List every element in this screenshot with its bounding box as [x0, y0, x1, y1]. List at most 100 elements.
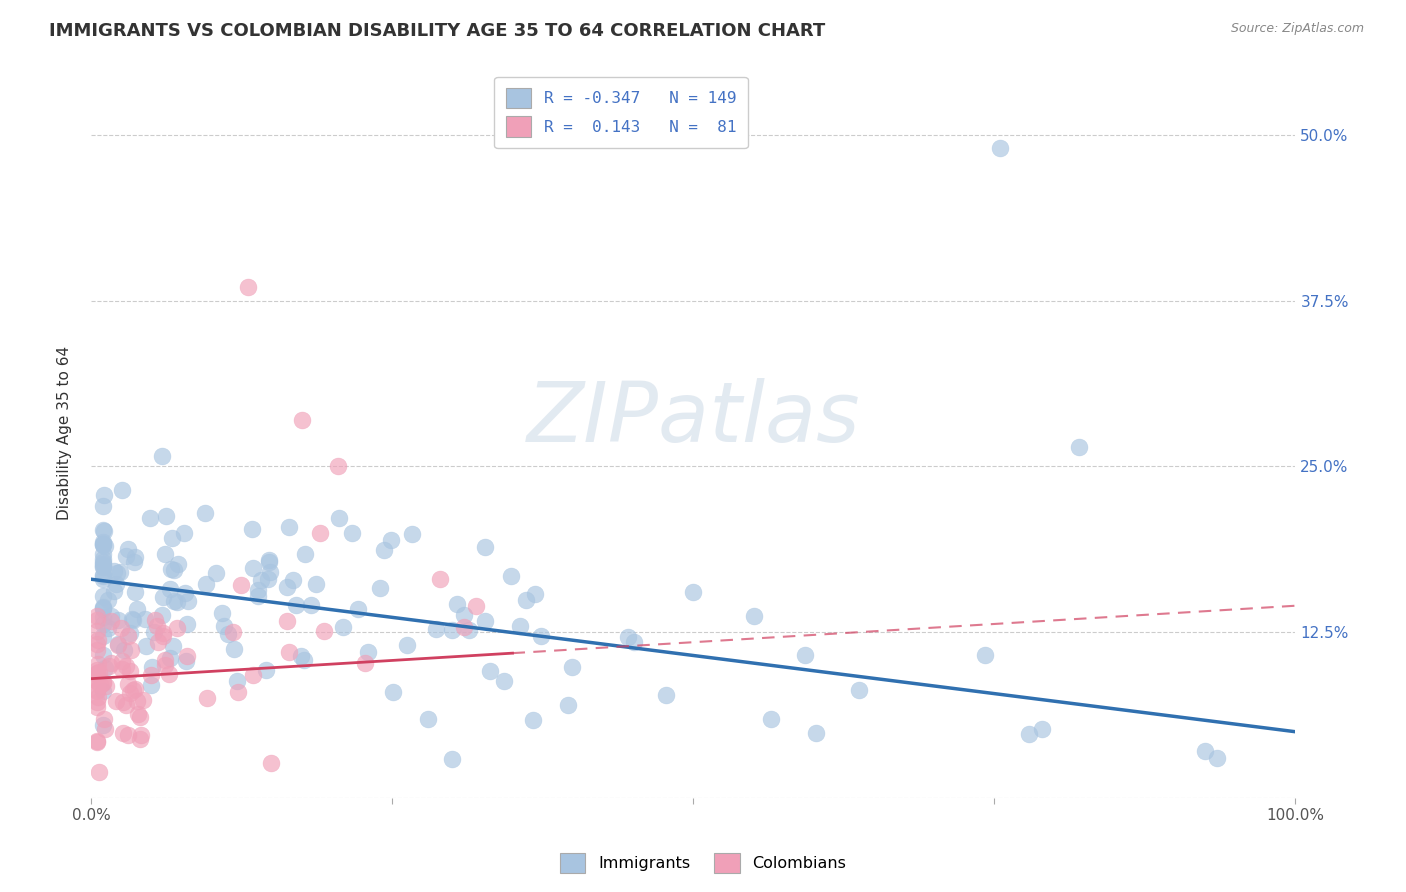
Point: [91, 523, 114, 537]
Point: [143, 613, 166, 627]
Point: [211, 607, 233, 621]
Point: [127, 694, 149, 708]
Point: [91, 629, 114, 643]
Point: [1018, 726, 1040, 740]
Legend: R = -0.347   N = 149, R =  0.143   N =  81: R = -0.347 N = 149, R = 0.143 N = 81: [495, 77, 748, 148]
Point: [523, 587, 546, 601]
Point: [617, 631, 640, 645]
Point: [278, 520, 301, 534]
Point: [146, 618, 169, 632]
Point: [135, 639, 157, 653]
Point: [1206, 751, 1229, 765]
Point: [332, 620, 354, 634]
Point: [114, 658, 136, 673]
Point: [125, 602, 148, 616]
Point: [494, 673, 516, 688]
Point: [146, 635, 169, 649]
Point: [429, 572, 451, 586]
Point: [973, 648, 995, 662]
Point: [86, 663, 108, 677]
Text: ZIPatlas: ZIPatlas: [526, 378, 860, 459]
Point: [91, 675, 114, 690]
Point: [284, 599, 307, 613]
Point: [87, 665, 110, 680]
Point: [226, 685, 249, 699]
Point: [93, 712, 115, 726]
Point: [91, 590, 114, 604]
Point: [242, 561, 264, 575]
Point: [91, 534, 114, 549]
Point: [112, 726, 135, 740]
Point: [120, 685, 142, 699]
Point: [91, 569, 114, 583]
Point: [176, 649, 198, 664]
Point: [474, 540, 496, 554]
Point: [121, 611, 143, 625]
Point: [100, 609, 122, 624]
Point: [91, 610, 114, 624]
Point: [163, 594, 186, 608]
Point: [501, 569, 523, 583]
Point: [120, 642, 142, 657]
Point: [91, 547, 114, 561]
Point: [117, 677, 139, 691]
Point: [86, 735, 108, 749]
Point: [173, 526, 195, 541]
Point: [86, 609, 108, 624]
Point: [276, 614, 298, 628]
Point: [195, 691, 218, 706]
Point: [1031, 722, 1053, 736]
Point: [988, 141, 1011, 155]
Point: [93, 723, 115, 737]
Point: [89, 678, 111, 692]
Point: [107, 638, 129, 652]
Point: [848, 682, 870, 697]
Point: [124, 555, 146, 569]
Point: [193, 507, 215, 521]
Point: [97, 592, 120, 607]
Point: [346, 602, 368, 616]
Point: [217, 627, 239, 641]
Point: [236, 280, 259, 294]
Point: [167, 558, 190, 572]
Point: [194, 576, 217, 591]
Point: [91, 600, 114, 615]
Point: [86, 684, 108, 698]
Point: [212, 619, 235, 633]
Point: [91, 558, 114, 573]
Point: [94, 540, 117, 554]
Point: [105, 566, 128, 580]
Point: [115, 549, 138, 563]
Point: [129, 710, 152, 724]
Point: [446, 598, 468, 612]
Point: [254, 663, 277, 677]
Point: [98, 659, 121, 673]
Point: [453, 608, 475, 623]
Point: [257, 552, 280, 566]
Point: [143, 624, 166, 639]
Point: [91, 602, 114, 616]
Point: [114, 698, 136, 712]
Point: [91, 675, 114, 690]
Point: [103, 564, 125, 578]
Point: [530, 629, 553, 643]
Point: [124, 550, 146, 565]
Point: [91, 573, 114, 587]
Point: [395, 638, 418, 652]
Point: [108, 565, 131, 579]
Point: [111, 662, 134, 676]
Point: [1194, 744, 1216, 758]
Point: [401, 527, 423, 541]
Point: [509, 619, 531, 633]
Point: [87, 633, 110, 648]
Point: [86, 642, 108, 657]
Legend: Immigrants, Colombians: Immigrants, Colombians: [554, 847, 852, 880]
Point: [87, 690, 110, 704]
Point: [91, 718, 114, 732]
Point: [110, 621, 132, 635]
Point: [105, 694, 128, 708]
Point: [122, 613, 145, 627]
Point: [111, 695, 134, 709]
Point: [153, 658, 176, 673]
Point: [522, 713, 544, 727]
